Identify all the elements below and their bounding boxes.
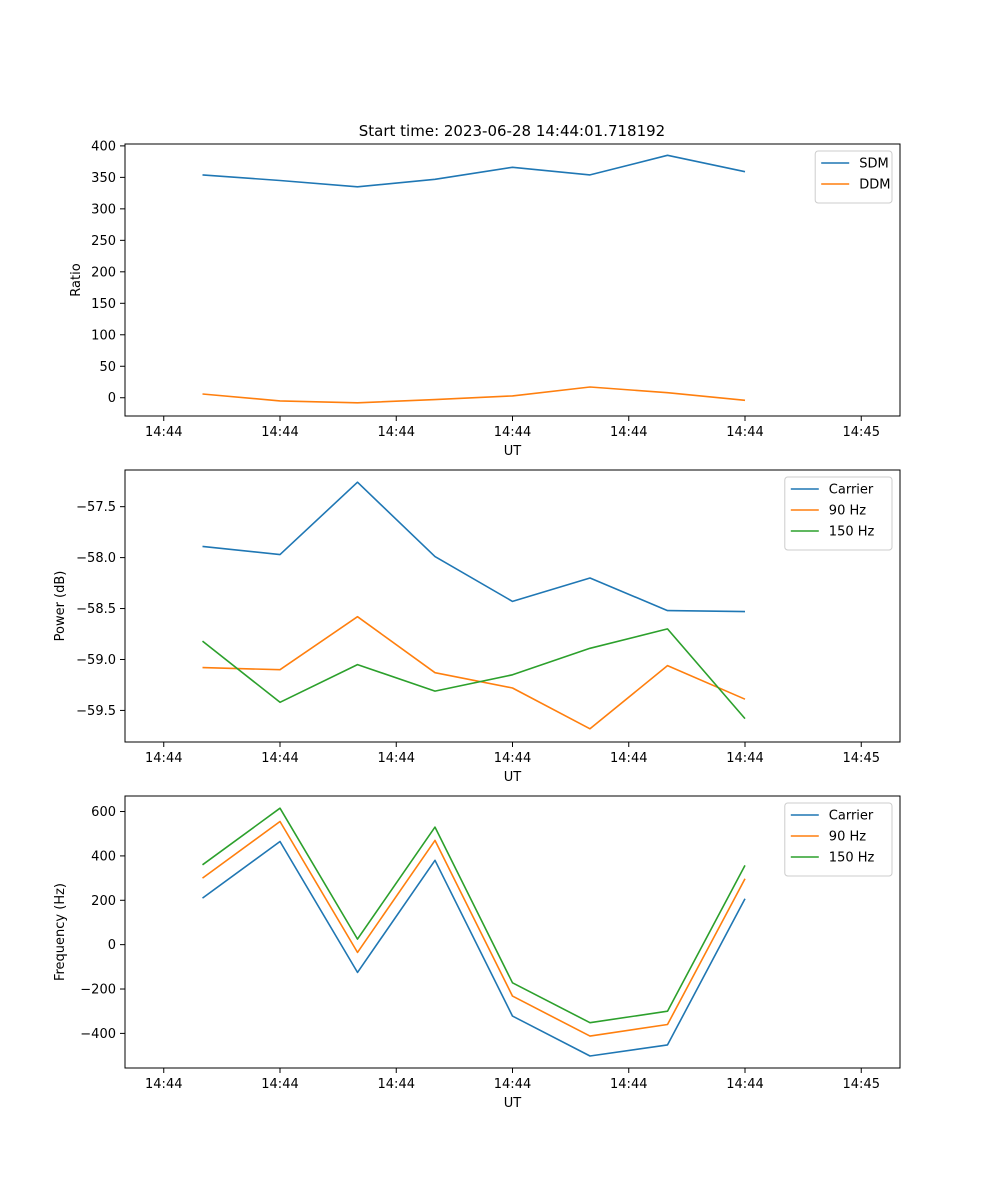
- x-tick-label: 14:44: [145, 425, 182, 440]
- y-axis-label: Frequency (Hz): [53, 883, 68, 981]
- y-axis-label: Ratio: [69, 263, 84, 296]
- y-axis-label: Power (dB): [53, 571, 68, 642]
- y-tick-label: −400: [80, 1027, 116, 1042]
- y-tick-label: −57.5: [76, 500, 116, 515]
- legend-label: 90 Hz: [829, 830, 866, 845]
- series-line-90-hz: [202, 820, 746, 1037]
- y-tick-label: 200: [91, 894, 116, 909]
- y-tick-label: 250: [91, 234, 116, 249]
- x-tick-label: 14:44: [494, 751, 531, 766]
- legend-label: DDM: [859, 178, 890, 193]
- legend: Carrier 90 Hz 150 Hz: [784, 476, 893, 551]
- x-tick-label: 14:44: [494, 1077, 531, 1092]
- charts: 14:44 14:44 14:44 14:44 14:44 14:44 14:45 0 50 10…: [53, 139, 901, 1111]
- x-tick-label: 14:45: [843, 751, 880, 766]
- x-axis-label: UT: [504, 770, 522, 785]
- y-tick-label: 400: [91, 849, 116, 864]
- x-tick-label: 14:44: [494, 425, 531, 440]
- legend-label: Carrier: [829, 483, 874, 498]
- x-tick-label: 14:44: [378, 751, 415, 766]
- y-tick-label: 100: [91, 328, 116, 343]
- x-tick-label: 14:44: [261, 425, 298, 440]
- x-tick-label: 14:45: [843, 1077, 880, 1092]
- x-axis-label: UT: [504, 444, 522, 459]
- series-line-ddm: [202, 386, 746, 404]
- legend-label: 150 Hz: [829, 525, 875, 540]
- x-tick-label: 14:44: [726, 425, 763, 440]
- chart-panel-1: 14:44 14:44 14:44 14:44 14:44 14:44 14:45 0 50 10…: [69, 139, 901, 459]
- x-tick-label: 14:44: [726, 1077, 763, 1092]
- y-tick-label: 300: [91, 202, 116, 217]
- x-tick-label: 14:44: [378, 425, 415, 440]
- series-line-carrier: [202, 840, 746, 1057]
- legend: Carrier 90 Hz 150 Hz: [784, 802, 893, 877]
- chart-panel-2: 14:44 14:44 14:44 14:44 14:44 14:44 14:45 −57.5…: [53, 469, 901, 785]
- series-line-carrier: [202, 481, 746, 613]
- x-tick-label: 14:44: [610, 425, 647, 440]
- x-tick-label: 14:44: [261, 1077, 298, 1092]
- x-tick-label: 14:44: [610, 1077, 647, 1092]
- x-tick-label: 14:44: [261, 751, 298, 766]
- x-tick-label: 14:44: [726, 751, 763, 766]
- y-tick-label: 350: [91, 171, 116, 186]
- y-tick-label: −58.5: [76, 602, 116, 617]
- y-tick-label: 0: [108, 391, 116, 406]
- legend-label: SDM: [859, 157, 888, 172]
- y-tick-label: 200: [91, 265, 116, 280]
- y-tick-label: −58.0: [76, 551, 116, 566]
- y-tick-label: −200: [80, 983, 116, 998]
- series-line-sdm: [202, 154, 746, 188]
- x-axis-label: UT: [504, 1096, 522, 1111]
- legend-label: 150 Hz: [829, 851, 875, 866]
- figure-title: Start time: 2023-06-28 14:44:01.718192: [359, 122, 665, 140]
- x-tick-label: 14:45: [843, 425, 880, 440]
- legend-label: Carrier: [829, 809, 874, 824]
- y-tick-label: 0: [108, 938, 116, 953]
- chart-panel-3: 14:44 14:44 14:44 14:44 14:44 14:44 14:45 600 40…: [53, 795, 901, 1111]
- y-tick-label: 50: [99, 360, 116, 375]
- y-tick-label: 400: [91, 139, 116, 154]
- y-tick-label: −59.0: [76, 653, 116, 668]
- x-tick-label: 14:44: [145, 1077, 182, 1092]
- y-tick-label: −59.5: [76, 704, 116, 719]
- y-tick-label: 150: [91, 297, 116, 312]
- series-line-150-hz: [202, 807, 746, 1024]
- legend-box: [814, 150, 893, 204]
- y-tick-label: 600: [91, 805, 116, 820]
- series-line-90-hz: [202, 615, 746, 730]
- legend: SDM DDM: [814, 150, 893, 204]
- legend-label: 90 Hz: [829, 504, 866, 519]
- series-line-150-hz: [202, 628, 746, 720]
- x-tick-label: 14:44: [145, 751, 182, 766]
- x-tick-label: 14:44: [610, 751, 647, 766]
- x-tick-label: 14:44: [378, 1077, 415, 1092]
